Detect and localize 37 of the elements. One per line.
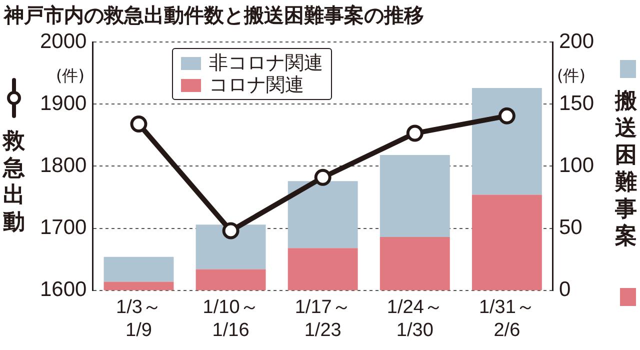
bar (288, 181, 358, 248)
y-tick-label: 1800 (40, 154, 87, 177)
y-tick-label: 1700 (40, 216, 87, 240)
x-tick-label: 1/24～ 1/30 (386, 297, 443, 341)
point (314, 168, 332, 186)
y2-tick-label: 150 (558, 92, 594, 115)
y-tick-label: 1900 (40, 92, 87, 115)
point (222, 222, 240, 240)
y-axis-title: 救急出動 (2, 128, 26, 236)
point (406, 124, 424, 142)
point (498, 107, 516, 124)
legend-label: 非コロナ関連 (209, 52, 323, 74)
y-tick-label: 2000 (40, 30, 87, 53)
x-tick-label: 1/31～ 2/6 (478, 297, 535, 341)
bar (380, 155, 450, 237)
bar (104, 282, 174, 290)
y2-tick-label: 0 (558, 278, 571, 302)
bar (472, 88, 542, 195)
bar (288, 248, 358, 290)
bar (104, 256, 174, 282)
chart-title: 神戸市内の救急出動件数と搬送困難事案の推移 (4, 2, 424, 29)
bar (380, 236, 450, 290)
y2-tick-label: 50 (558, 216, 582, 240)
bar (196, 224, 266, 270)
bar (472, 194, 542, 290)
y2-tick-label: 100 (558, 154, 594, 177)
y-tick-label: 1600 (40, 278, 87, 302)
y2-axis-title: 搬送困難事案 (614, 88, 638, 250)
x-tick-label: 1/17～ 1/23 (294, 297, 351, 341)
legend-label: コロナ関連 (209, 74, 304, 96)
bar (196, 269, 266, 290)
x-tick-label: 1/10～ 1/16 (202, 297, 259, 341)
y2-tick-label: 200 (558, 30, 594, 53)
point (130, 115, 148, 132)
x-tick-label: 1/3～ 1/9 (116, 297, 162, 341)
text: (件) (557, 66, 586, 87)
text: (件) (56, 66, 84, 87)
